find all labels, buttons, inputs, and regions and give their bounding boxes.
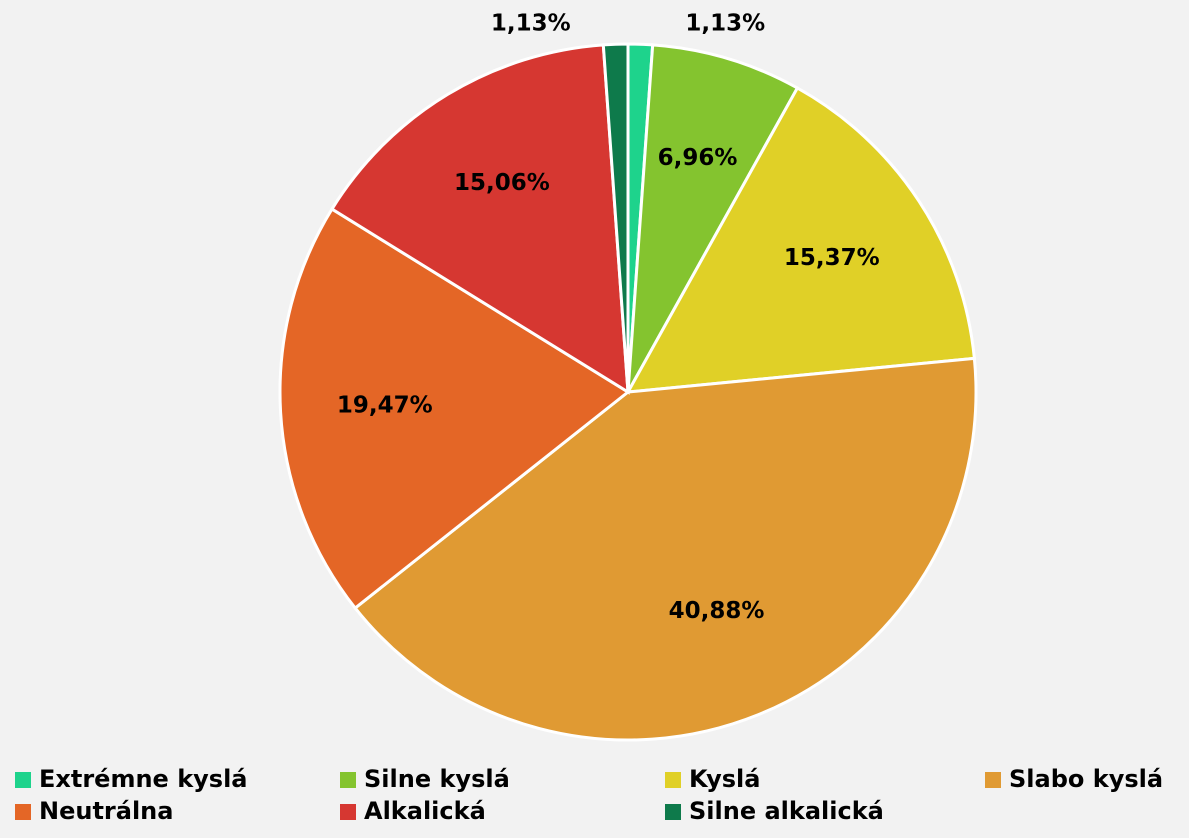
pie-slice [625, 85, 977, 394]
data-label: 19,47% [337, 393, 433, 419]
legend-swatch [665, 804, 681, 820]
legend-label: Slabo kyslá [1009, 765, 1163, 793]
legend-swatch [985, 772, 1001, 788]
pie-slice [278, 206, 631, 611]
data-label: 1,13% [491, 11, 571, 37]
legend-label: Kyslá [689, 765, 760, 793]
legend-swatch [340, 804, 356, 820]
legend-swatch [665, 772, 681, 788]
legend-label: Extrémne kyslá [39, 765, 248, 793]
data-label: 40,88% [669, 598, 765, 624]
legend-swatch [15, 772, 31, 788]
pie-slice [353, 356, 978, 742]
legend-label: Neutrálna [39, 797, 173, 825]
pie-slice [626, 43, 800, 393]
legend-swatch [15, 804, 31, 820]
data-label: 1,13% [685, 11, 765, 37]
data-label: 15,06% [454, 170, 550, 196]
legend-label: Silne alkalická [689, 797, 884, 825]
pie-slice [601, 42, 630, 393]
data-label: 6,96% [658, 145, 738, 171]
legend-label: Silne kyslá [364, 765, 510, 793]
pie-slice [329, 43, 630, 395]
legend-label: Alkalická [364, 797, 486, 825]
data-label: 15,37% [784, 245, 880, 271]
legend-swatch [340, 772, 356, 788]
